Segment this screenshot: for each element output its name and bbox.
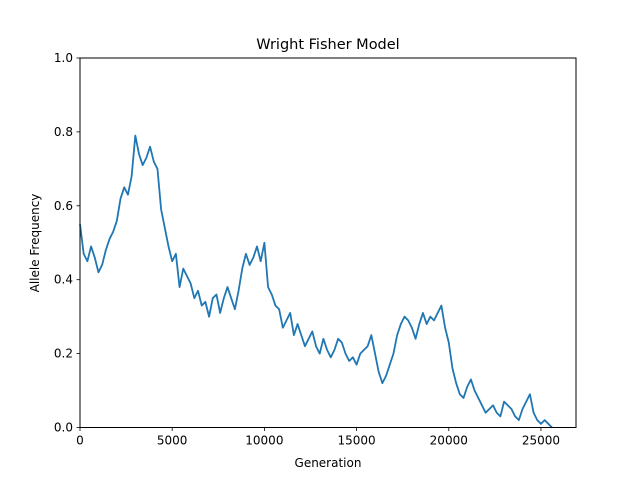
plot-frame bbox=[79, 57, 577, 428]
y-axis-ticks: 0.0 0.2 0.4 0.6 0.8 1.0 bbox=[54, 51, 80, 435]
series-line-0 bbox=[79, 134, 553, 429]
x-axis-ticks: 0 5000 10000 15000 20000 25000 bbox=[76, 427, 560, 448]
y-tick-label: 1.0 bbox=[54, 51, 73, 65]
y-tick-label: 0.4 bbox=[54, 273, 73, 287]
y-tick-label: 0.0 bbox=[54, 421, 73, 435]
x-tick-label: 0 bbox=[76, 434, 84, 448]
x-tick-label: 20000 bbox=[430, 434, 468, 448]
x-tick-label: 25000 bbox=[522, 434, 560, 448]
x-axis-label: Generation bbox=[295, 456, 362, 470]
x-tick-label: 5000 bbox=[157, 434, 188, 448]
x-tick-label: 15000 bbox=[337, 434, 375, 448]
y-tick-label: 0.6 bbox=[54, 199, 73, 213]
plot-area bbox=[79, 134, 553, 429]
chart-title: Wright Fisher Model bbox=[256, 37, 399, 53]
y-tick-label: 0.8 bbox=[54, 125, 73, 139]
y-tick-label: 0.2 bbox=[54, 347, 73, 361]
x-tick-label: 10000 bbox=[245, 434, 283, 448]
y-axis-label: Allele Frequency bbox=[28, 194, 42, 293]
